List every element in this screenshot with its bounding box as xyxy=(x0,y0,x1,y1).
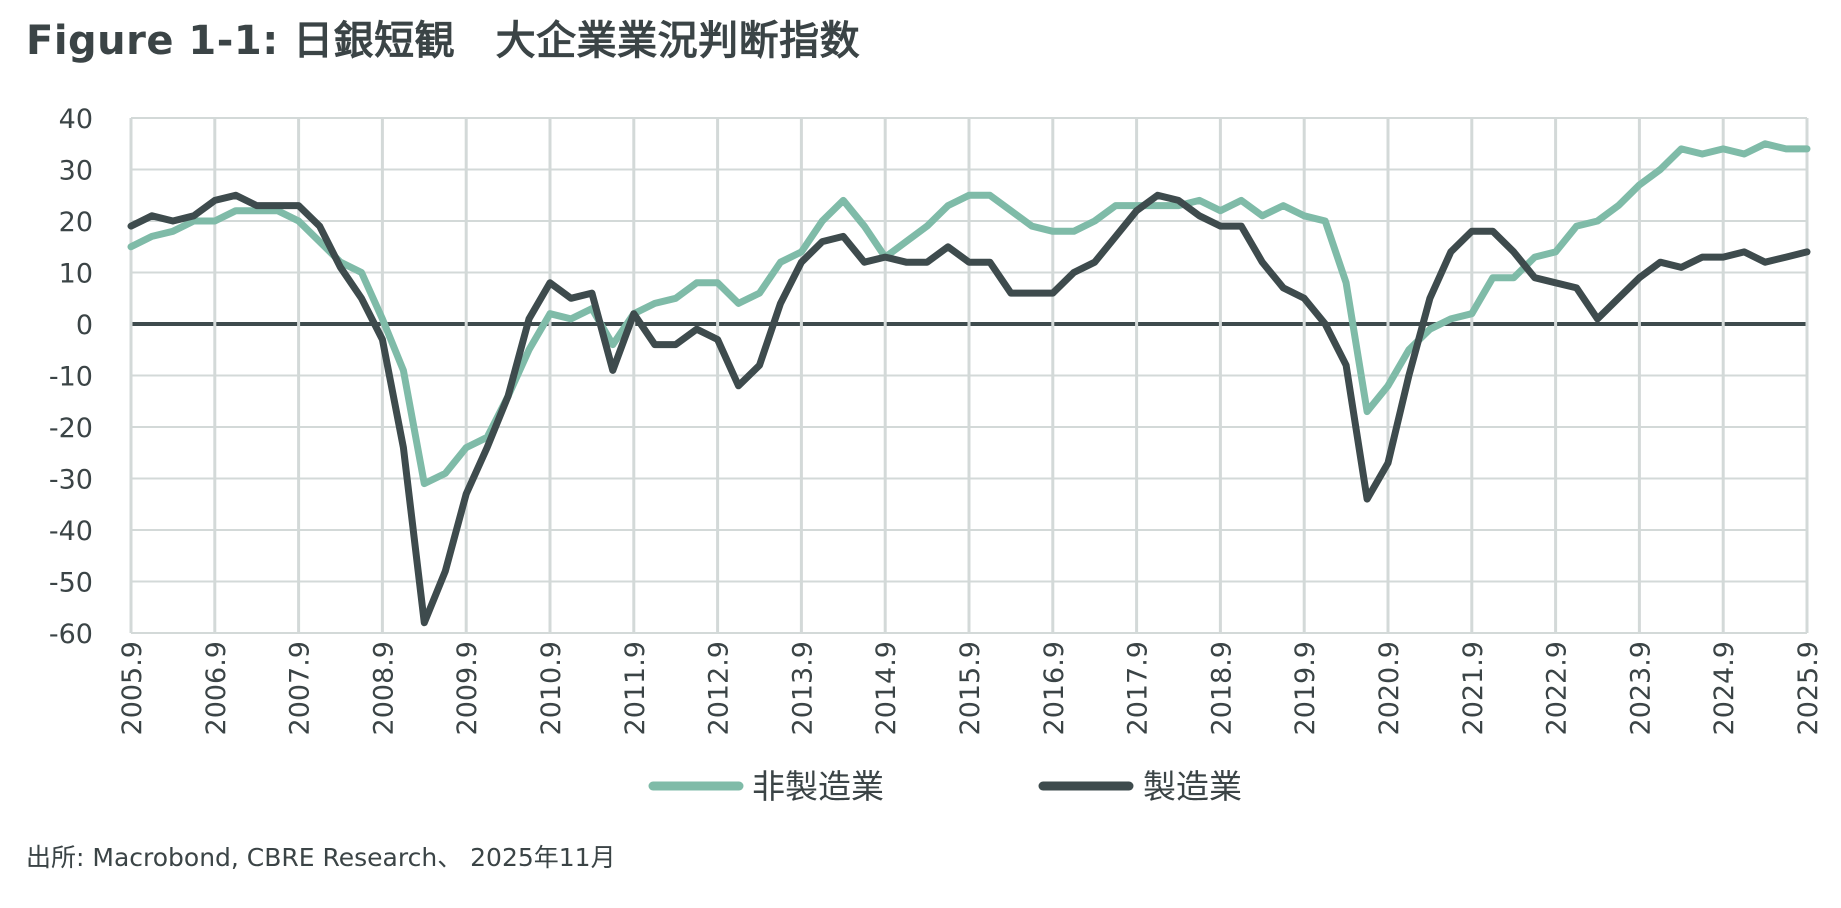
y-tick-label: 10 xyxy=(59,259,93,290)
x-tick-label: 2020.9 xyxy=(1374,641,1405,735)
chart-title: Figure 1-1: 日銀短観 大企業業況判断指数 xyxy=(26,18,861,64)
y-tick-label: 20 xyxy=(59,207,93,238)
y-tick-label: -40 xyxy=(49,516,93,547)
x-tick-label: 2012.9 xyxy=(704,641,735,735)
x-tick-label: 2013.9 xyxy=(787,641,818,735)
x-tick-label: 2005.9 xyxy=(117,641,148,735)
x-tick-label: 2017.9 xyxy=(1123,641,1154,735)
x-tick-label: 2006.9 xyxy=(201,641,232,735)
y-tick-label: -30 xyxy=(49,465,93,496)
x-tick-label: 2022.9 xyxy=(1542,641,1573,735)
legend-label: 製造業 xyxy=(1143,767,1242,806)
x-tick-label: 2011.9 xyxy=(620,641,651,735)
x-tick-label: 2014.9 xyxy=(871,641,902,735)
x-tick-label: 2010.9 xyxy=(536,641,567,735)
legend: 非製造業 製造業 xyxy=(648,767,1242,806)
series-lines xyxy=(127,140,1811,627)
y-axis-ticks: 40 30 20 10 0 -10 -20 -30 -40 -50 -60 xyxy=(49,104,93,650)
y-tick-label: 40 xyxy=(59,104,93,135)
x-tick-label: 2015.9 xyxy=(955,641,986,735)
x-tick-label: 2021.9 xyxy=(1458,641,1489,735)
source-note: 出所: Macrobond, CBRE Research、 2025年11月 xyxy=(26,843,616,872)
y-tick-label: 30 xyxy=(59,156,93,187)
x-tick-label: 2009.9 xyxy=(452,641,483,735)
y-tick-label: -20 xyxy=(49,413,93,444)
y-tick-label: -10 xyxy=(49,362,93,393)
x-axis-ticks: 2005.9 2006.9 2007.9 2008.9 2009.9 2010.9 2011… xyxy=(117,641,1824,735)
x-tick-label: 2019.9 xyxy=(1290,641,1321,735)
x-tick-label: 2024.9 xyxy=(1709,641,1740,735)
x-tick-label: 2023.9 xyxy=(1625,641,1656,735)
y-tick-label: -50 xyxy=(49,568,93,599)
legend-label: 非製造業 xyxy=(752,767,884,806)
x-tick-label: 2008.9 xyxy=(368,641,399,735)
x-tick-label: 2025.9 xyxy=(1793,641,1824,735)
y-tick-label: 0 xyxy=(76,310,93,341)
x-tick-label: 2007.9 xyxy=(285,641,316,735)
y-tick-label: -60 xyxy=(49,619,93,650)
grid xyxy=(129,117,1809,634)
x-tick-label: 2018.9 xyxy=(1206,641,1237,735)
x-tick-label: 2016.9 xyxy=(1039,641,1070,735)
